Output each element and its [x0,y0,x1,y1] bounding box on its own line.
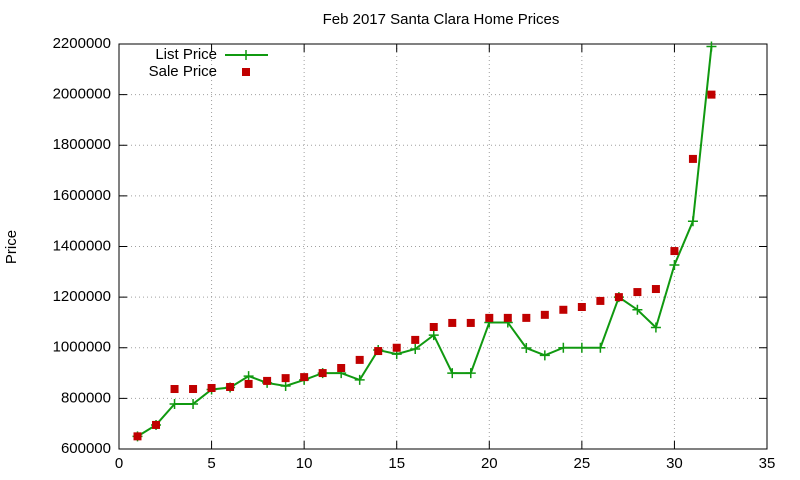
point-marker [337,364,346,372]
point-marker [485,313,494,322]
point-marker [650,322,661,333]
point-marker [355,355,364,364]
legend-label: List Price [155,46,217,63]
point-marker [207,383,216,392]
legend-swatch [242,68,250,76]
x-tick-label: 25 [574,455,591,472]
point-marker [521,343,532,354]
x-tick-label: 0 [115,455,123,472]
point-marker [318,369,327,378]
point-marker [429,322,438,331]
point-marker [133,432,142,441]
legend-label: Sale Price [149,63,217,80]
point-marker [558,342,569,353]
point-marker [411,335,420,344]
y-tick-label: 2200000 [53,35,111,52]
point-marker [632,304,643,315]
point-marker [170,385,179,394]
y-tick-label: 1000000 [53,339,111,356]
point-marker [559,305,568,314]
point-marker [243,371,254,382]
point-marker [576,342,587,353]
point-marker [633,288,642,297]
point-marker [374,347,383,356]
point-marker [522,313,531,322]
point-marker [281,374,290,383]
y-tick-label: 1600000 [53,187,111,204]
point-marker [447,368,458,379]
point-marker [169,398,180,409]
point-marker [577,302,586,311]
x-tick-label: 20 [481,455,498,472]
series-line [136,46,713,438]
legend-swatch [241,50,251,60]
y-tick-label: 1800000 [53,136,111,153]
point-marker [428,330,439,341]
point-marker [540,310,549,319]
point-marker [152,420,161,429]
point-marker [448,318,457,327]
point-marker [670,247,679,256]
x-tick-label: 30 [666,455,683,472]
chart-title: Feb 2017 Santa Clara Home Prices [323,11,560,28]
y-tick-label: 600000 [61,440,111,457]
point-marker [688,154,697,163]
y-tick-label: 800000 [61,389,111,406]
point-marker [706,41,717,52]
point-marker [465,368,476,379]
y-tick-label: 1400000 [53,237,111,254]
point-marker [392,343,401,352]
point-marker [263,376,272,385]
point-marker [503,313,512,322]
point-marker [707,90,716,99]
point-marker [596,296,605,305]
point-marker [651,285,660,294]
point-marker [188,398,199,409]
point-marker [244,379,253,388]
x-tick-label: 5 [207,455,215,472]
point-marker [669,259,680,270]
y-axis-label: Price [3,230,20,264]
x-tick-label: 15 [388,455,405,472]
point-marker [300,373,309,382]
point-marker [354,374,365,385]
point-marker [466,318,475,327]
point-marker [687,216,698,227]
y-tick-label: 1200000 [53,288,111,305]
x-tick-label: 35 [759,455,776,472]
point-marker [226,382,235,391]
point-marker [410,344,421,355]
point-marker [189,385,198,394]
point-marker [614,293,623,302]
x-tick-label: 10 [296,455,313,472]
point-marker [280,380,291,391]
y-tick-label: 2000000 [53,86,111,103]
point-marker [539,350,550,361]
point-marker [595,342,606,353]
